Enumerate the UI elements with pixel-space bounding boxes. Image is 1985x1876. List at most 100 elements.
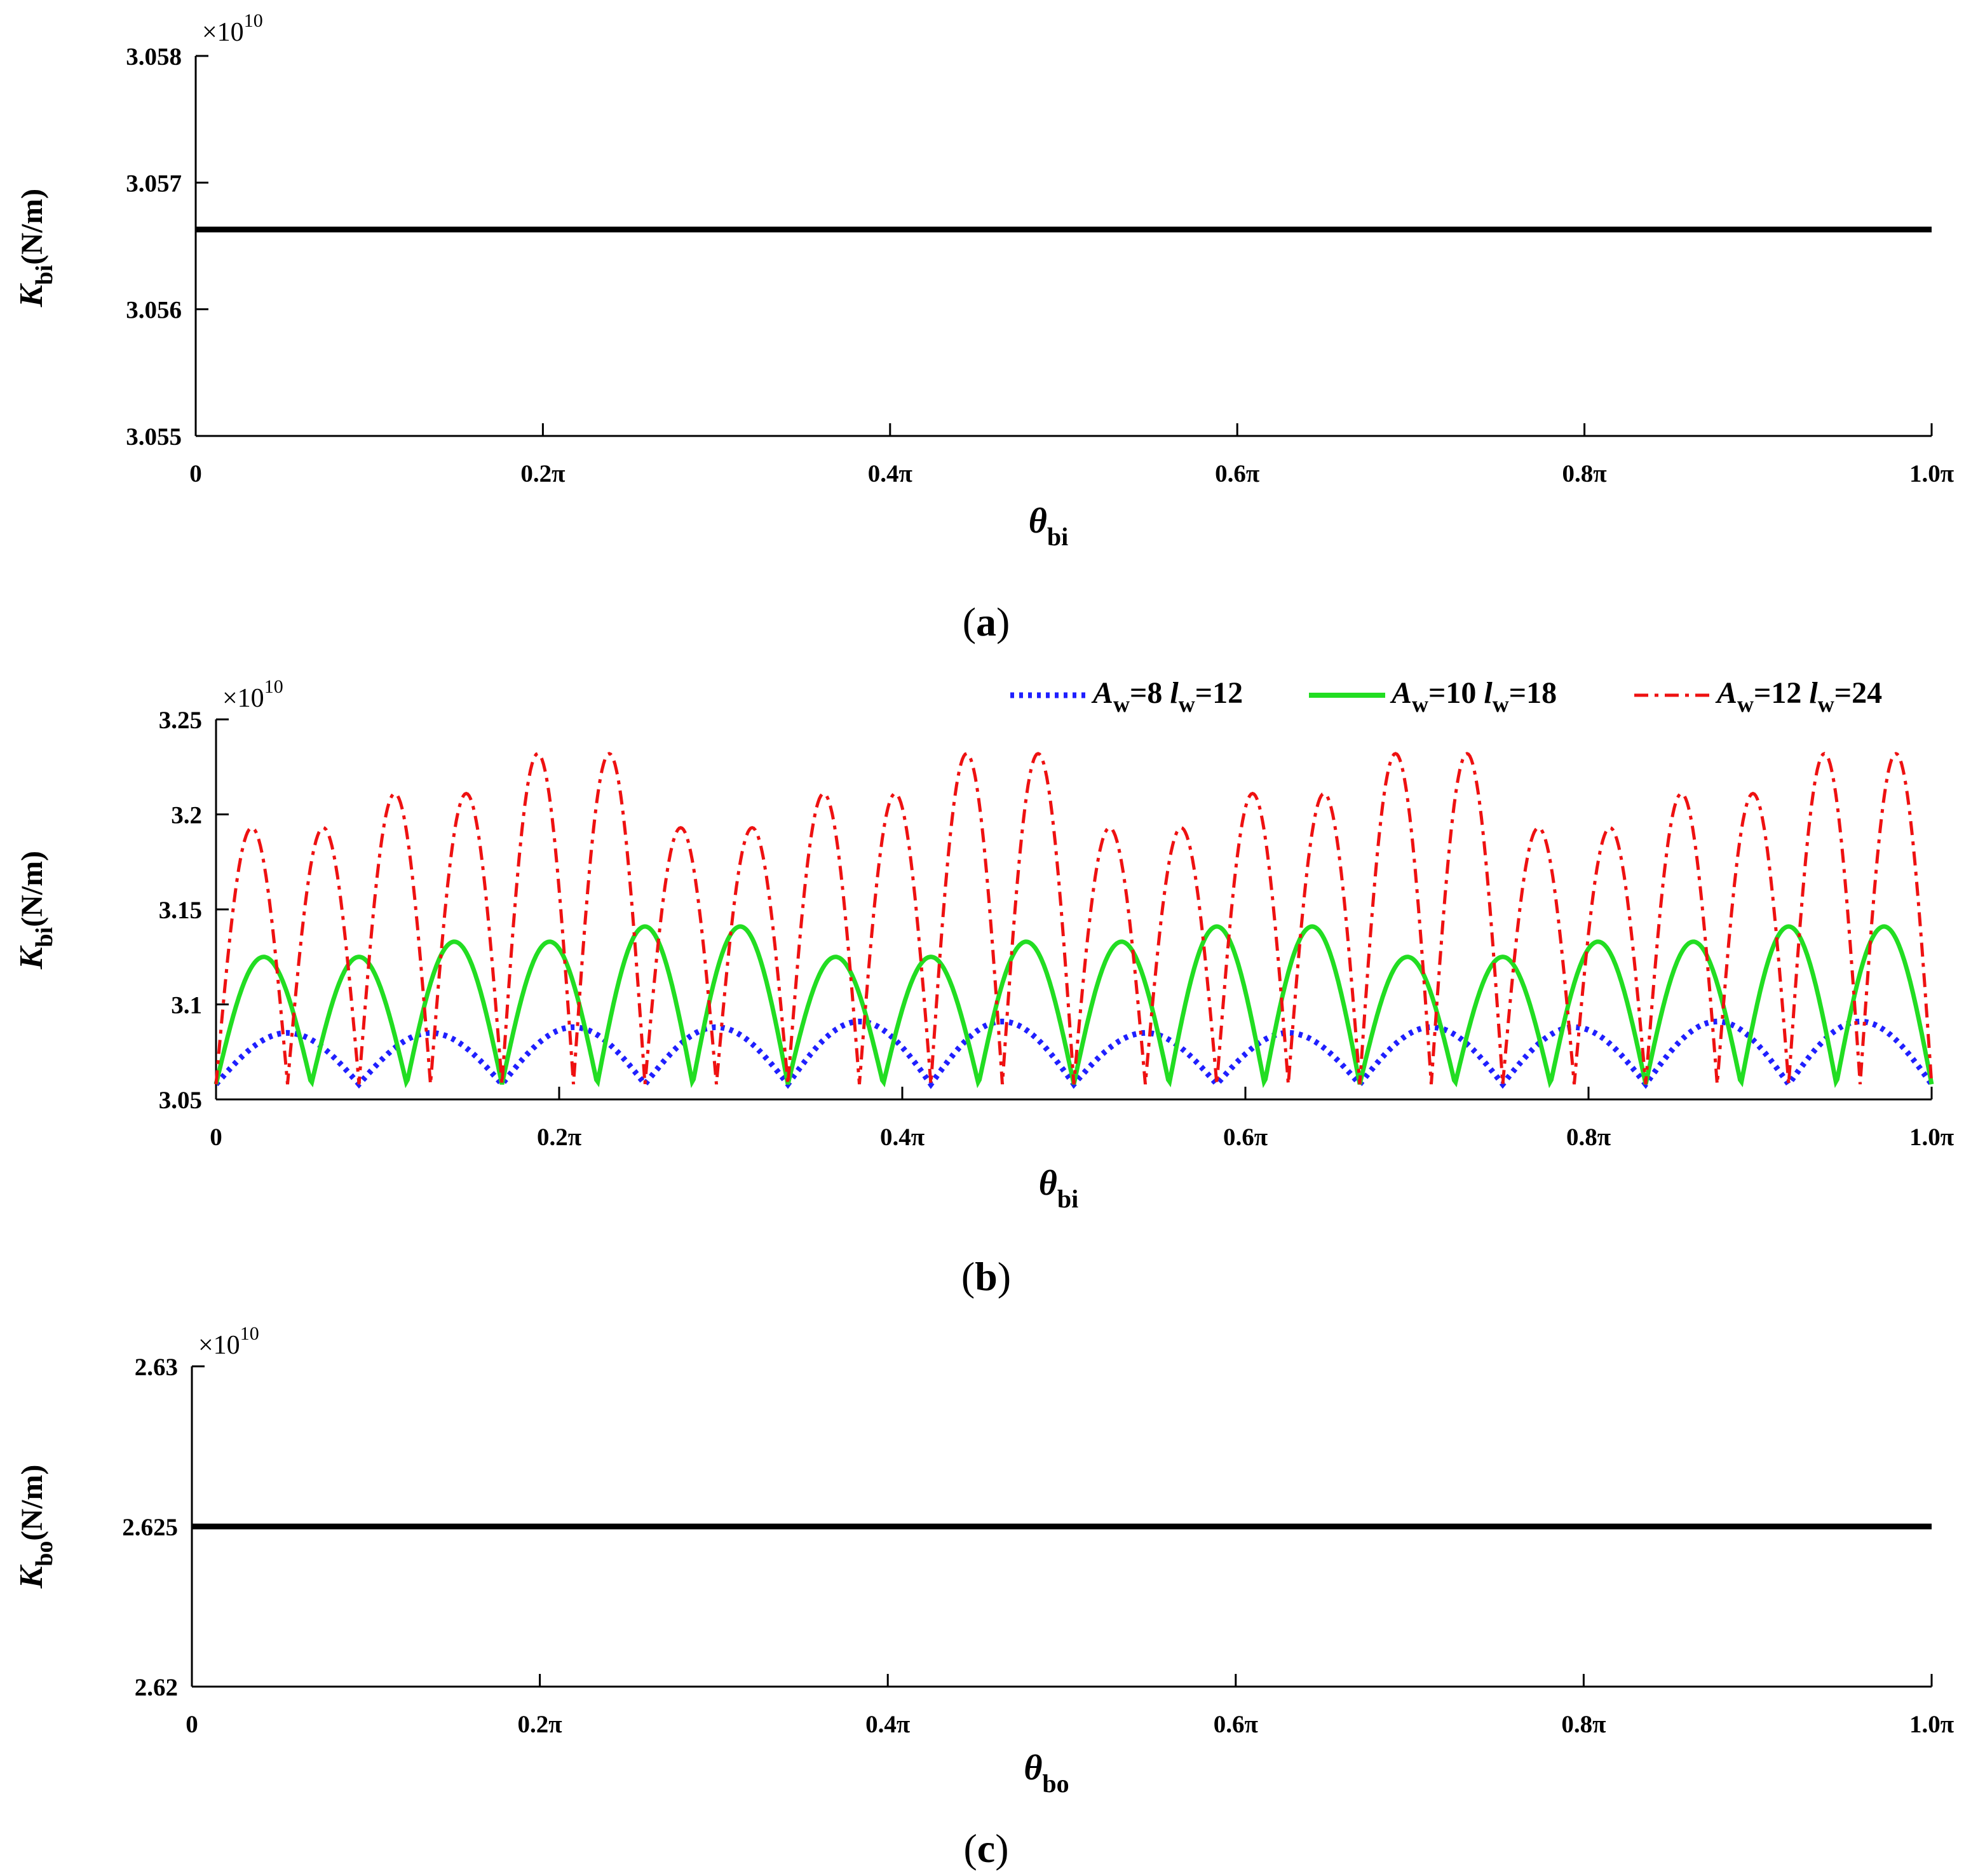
x-tick-label: 0.4π	[865, 1711, 910, 1738]
x-tick-label: 0.6π	[1223, 1124, 1268, 1151]
panel-caption: (a)	[963, 599, 1010, 644]
x-tick-label: 0.2π	[518, 1711, 562, 1738]
y-tick-label: 3.15	[159, 897, 202, 924]
legend-l-sub: w	[1818, 691, 1834, 717]
caption-letter: b	[975, 1254, 998, 1299]
y-label-symbol: K	[13, 283, 50, 308]
x-tick-label: 1.0π	[1909, 460, 1954, 487]
y-exponent-label: ×1010	[198, 1323, 259, 1360]
panel-c: 0 0.2π 0.4π 0.6π 0.8π 1.0π 2.62 2.625 2.63 ×1010 K…	[13, 1323, 1954, 1871]
y-label-subscript: bo	[31, 1541, 58, 1567]
legend-A-value: =8	[1130, 676, 1162, 710]
caption-letter: c	[977, 1826, 995, 1871]
y-label-subscript: bi	[31, 265, 58, 285]
exponent-base: ×10	[222, 684, 264, 713]
x-label-subscript: bi	[1057, 1185, 1078, 1213]
y-label-subscript: bi	[31, 927, 58, 948]
x-tick-label: 0.2π	[537, 1124, 581, 1151]
exponent-power: 10	[264, 676, 283, 697]
legend-l-value: =12	[1195, 676, 1243, 710]
caption-open: (	[963, 1826, 977, 1871]
caption-open: (	[961, 1254, 975, 1299]
x-tick-label: 0.8π	[1562, 460, 1607, 487]
exponent-base: ×10	[202, 18, 244, 47]
x-axis-label: θbo	[1024, 1748, 1069, 1798]
y-axis-label: Kbi(N/m)	[13, 189, 58, 308]
exponent-power: 10	[244, 10, 263, 31]
caption-open: (	[963, 599, 976, 644]
y-exponent-label: ×1010	[222, 676, 283, 713]
caption-letter: a	[976, 599, 996, 644]
y-label-symbol: K	[13, 945, 50, 970]
y-label-symbol: K	[13, 1564, 50, 1589]
x-tick-label: 1.0π	[1909, 1711, 1954, 1738]
y-tick-label: 3.056	[126, 297, 182, 324]
x-tick-label: 0.2π	[520, 460, 565, 487]
panel-b: 0 0.2π 0.4π 0.6π 0.8π 1.0π 3.05 3.1 3.15 3.2 3.25 ×…	[13, 676, 1954, 1299]
legend-l-sub: w	[1179, 691, 1195, 717]
legend-A: A	[1390, 676, 1412, 710]
x-label-symbol: θ	[1029, 501, 1047, 541]
x-label-subscript: bo	[1042, 1769, 1069, 1798]
legend-l: l	[1484, 676, 1493, 710]
x-tick-label: 0	[210, 1124, 222, 1151]
legend-A: A	[1715, 676, 1737, 710]
legend-l-value: =24	[1834, 676, 1882, 710]
x-tick-label: 0.4π	[868, 460, 912, 487]
x-tick-label: 0	[186, 1711, 198, 1738]
x-tick-label: 0.6π	[1215, 460, 1259, 487]
legend-l-sub: w	[1493, 691, 1509, 717]
y-label-unit: (N/m)	[15, 1465, 49, 1541]
x-axis-label: θbi	[1029, 501, 1068, 551]
legend-A-sub: w	[1113, 691, 1130, 717]
x-tick-label: 0.8π	[1566, 1124, 1611, 1151]
x-tick-label: 0.4π	[880, 1124, 925, 1151]
x-label-symbol: θ	[1024, 1748, 1042, 1788]
x-tick-label: 0.8π	[1561, 1711, 1606, 1738]
y-tick-label: 2.625	[122, 1514, 178, 1541]
legend-A-sub: w	[1737, 691, 1754, 717]
legend-A-sub: w	[1412, 691, 1428, 717]
legend: Aw=8 lw=12 Aw=10 lw=18 Aw=12 lw=24	[1010, 676, 1882, 717]
legend-A-value: =12	[1754, 676, 1801, 710]
x-label-subscript: bi	[1047, 522, 1068, 551]
panel-a: 0 0.2π 0.4π 0.6π 0.8π 1.0π 3.055 3.056 3.057 3.05…	[13, 10, 1954, 644]
legend-space	[1801, 676, 1809, 710]
legend-entry: Aw=8 lw=12	[1091, 676, 1243, 717]
exponent-base: ×10	[198, 1331, 240, 1360]
caption-close: )	[998, 1254, 1011, 1299]
y-axis-label: Kbo(N/m)	[13, 1465, 58, 1589]
y-label-unit: (N/m)	[15, 189, 49, 265]
x-tick-label: 0.6π	[1214, 1711, 1258, 1738]
legend-l: l	[1170, 676, 1179, 710]
y-tick-label: 3.05	[159, 1087, 202, 1114]
x-tick-label: 0	[189, 460, 202, 487]
x-label-symbol: θ	[1039, 1164, 1057, 1203]
legend-entry: Aw=10 lw=18	[1390, 676, 1557, 717]
y-tick-label: 3.058	[126, 43, 182, 71]
exponent-power: 10	[240, 1323, 259, 1344]
legend-l-value: =18	[1509, 676, 1557, 710]
y-label-unit: (N/m)	[15, 851, 49, 927]
y-axis-label: Kbi(N/m)	[13, 851, 58, 970]
legend-space	[1476, 676, 1484, 710]
y-tick-label: 3.055	[126, 423, 182, 451]
x-axis-label: θbi	[1039, 1164, 1078, 1213]
series-line-1	[213, 924, 1934, 1089]
y-tick-label: 3.2	[171, 802, 202, 829]
y-tick-label: 3.057	[126, 170, 182, 197]
legend-l: l	[1809, 676, 1818, 710]
y-exponent-label: ×1010	[202, 10, 263, 47]
y-tick-label: 3.25	[159, 707, 202, 734]
legend-space	[1162, 676, 1170, 710]
y-tick-label: 2.62	[135, 1674, 178, 1701]
legend-A-value: =10	[1428, 676, 1476, 710]
legend-entry: Aw=12 lw=24	[1715, 676, 1882, 717]
caption-close: )	[995, 1826, 1008, 1871]
panel-caption: (c)	[963, 1826, 1008, 1871]
panel-caption: (b)	[961, 1254, 1011, 1299]
series-line-2	[214, 752, 1934, 1085]
y-tick-label: 2.63	[135, 1354, 178, 1381]
y-tick-label: 3.1	[171, 992, 202, 1019]
